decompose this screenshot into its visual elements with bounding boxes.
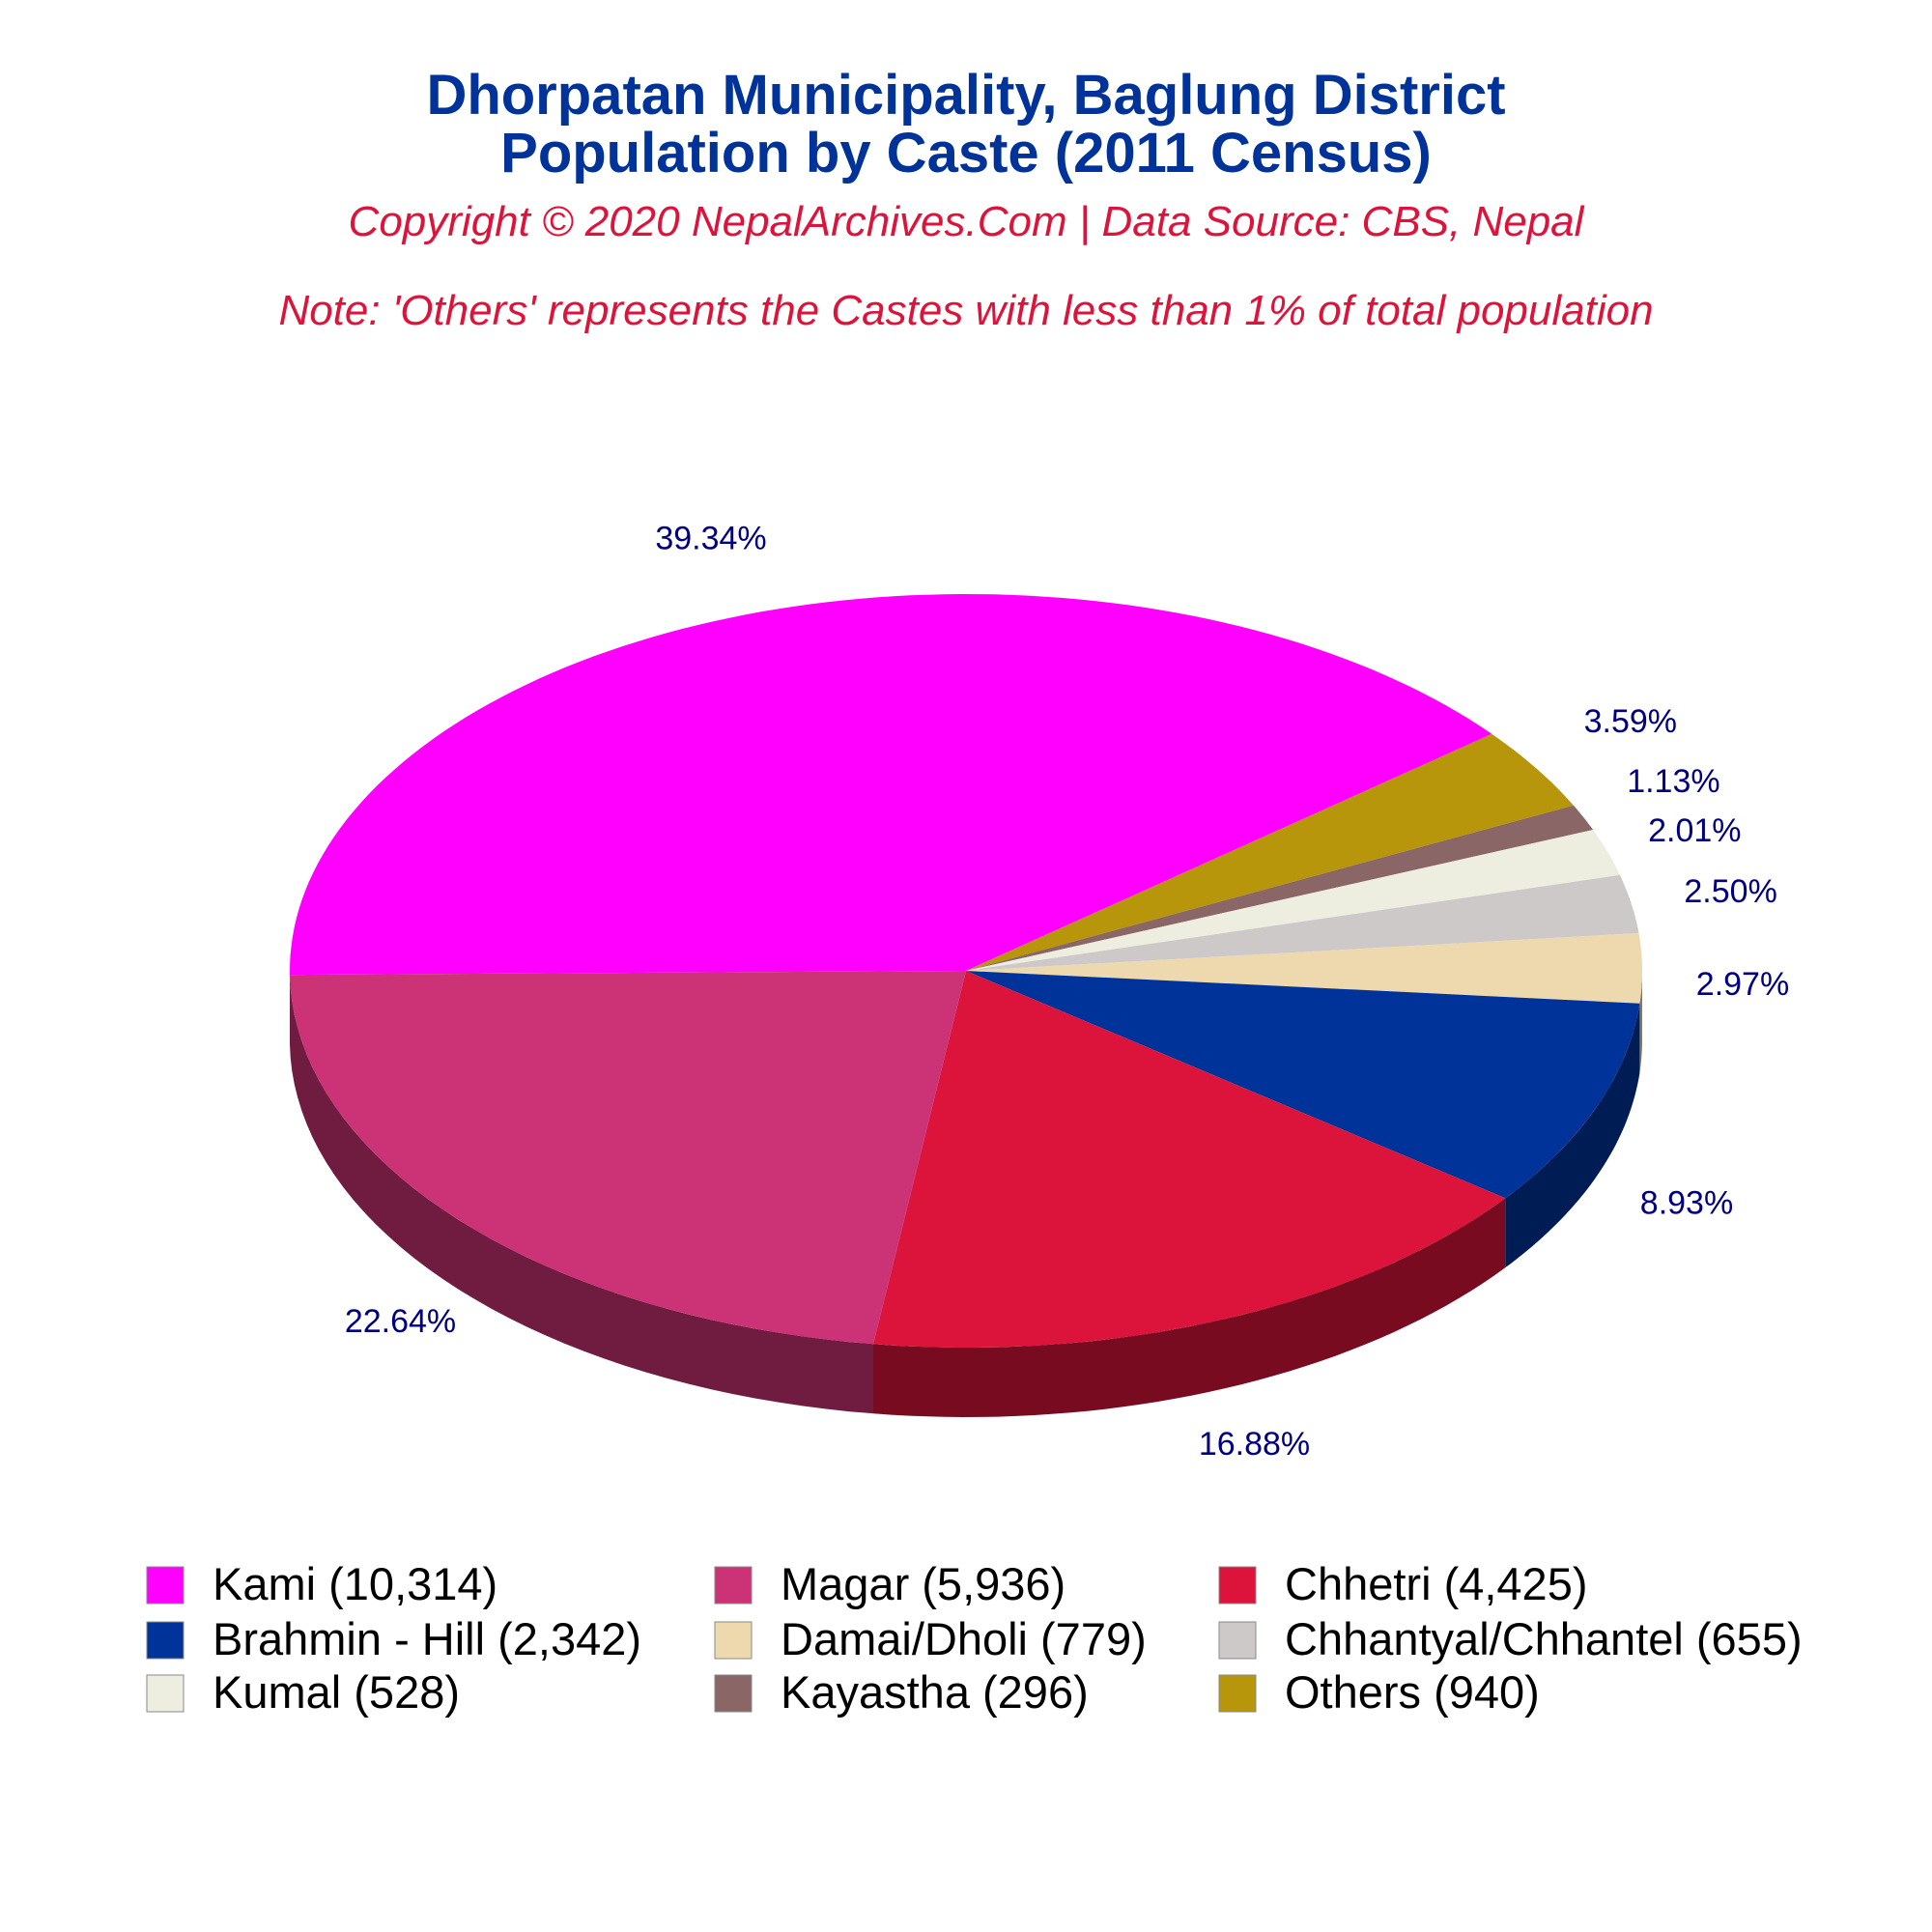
copyright-text: Copyright © 2020 NepalArchives.Com | Dat… — [349, 198, 1585, 245]
legend-label: Kami (10,314) — [213, 1558, 497, 1609]
percent-label-0: 39.34% — [655, 520, 766, 556]
legend: Kami (10,314) Magar (5,936) Chhetri (4,425… — [146, 1558, 1803, 1718]
slice-3 — [966, 830, 1620, 971]
legend-label: Kayastha (296) — [781, 1666, 1089, 1718]
legend-swatch — [146, 1621, 185, 1660]
legend-label: Chhantyal/Chhantel (655) — [1285, 1613, 1803, 1664]
legend-item: Kayastha (296) — [714, 1666, 1089, 1718]
legend-item: Brahmin - Hill (2,342) — [146, 1613, 641, 1664]
legend-swatch — [1218, 1566, 1257, 1605]
legend-item: Chhetri (4,425) — [1218, 1558, 1588, 1609]
legend-item: Magar (5,936) — [714, 1558, 1065, 1609]
percent-label-4: 2.50% — [1684, 873, 1776, 910]
slice-side-7 — [873, 1198, 1506, 1417]
slice-side-8 — [290, 975, 873, 1414]
legend-item: Damai/Dholi (779) — [714, 1613, 1147, 1664]
percent-label-3: 2.01% — [1648, 812, 1741, 849]
legend-swatch — [1218, 1674, 1257, 1713]
legend-swatch — [714, 1566, 753, 1605]
slice-2 — [966, 805, 1594, 971]
legend-swatch — [714, 1674, 753, 1713]
percent-label-1: 3.59% — [1584, 703, 1677, 740]
slice-5 — [966, 933, 1642, 1004]
legend-swatch — [146, 1566, 185, 1605]
percent-label-5: 2.97% — [1696, 966, 1789, 1003]
slice-1 — [966, 733, 1574, 971]
percent-label-7: 16.88% — [1199, 1426, 1310, 1463]
legend-label: Magar (5,936) — [781, 1558, 1065, 1609]
slice-side-5 — [1639, 971, 1642, 1073]
note-text: Note: 'Others' represents the Castes wit… — [278, 287, 1653, 334]
legend-swatch — [714, 1621, 753, 1660]
pie-percent-labels: 39.34% 3.59% 1.13% 2.01% 2.50% 2.97% 8.93% 16.8… — [345, 520, 1789, 1463]
legend-item: Others (940) — [1218, 1666, 1540, 1718]
percent-label-2: 1.13% — [1627, 763, 1719, 800]
legend-label: Kumal (528) — [213, 1666, 460, 1718]
slice-8 — [290, 971, 966, 1345]
chart-title-line1: Dhorpatan Municipality, Baglung District — [426, 64, 1505, 127]
legend-label: Others (940) — [1285, 1666, 1540, 1718]
legend-label: Chhetri (4,425) — [1285, 1558, 1588, 1609]
slice-side-6 — [1505, 1003, 1640, 1268]
slice-6 — [966, 971, 1640, 1199]
chart-title-line2: Population by Caste (2011 Census) — [500, 122, 1432, 185]
legend-item: Kami (10,314) — [146, 1558, 497, 1609]
percent-label-6: 8.93% — [1640, 1185, 1733, 1222]
legend-item: Kumal (528) — [146, 1666, 460, 1718]
legend-label: Damai/Dholi (779) — [781, 1613, 1147, 1664]
pie-3d-sides — [290, 971, 1642, 1417]
legend-swatch — [1218, 1621, 1257, 1660]
legend-label: Brahmin - Hill (2,342) — [213, 1613, 641, 1664]
slice-7 — [873, 971, 1506, 1348]
pie-slices — [290, 594, 1642, 1348]
slice-0 — [290, 594, 1492, 976]
legend-item: Chhantyal/Chhantel (655) — [1218, 1613, 1803, 1664]
percent-label-8: 22.64% — [345, 1303, 456, 1340]
legend-swatch — [146, 1674, 185, 1713]
slice-4 — [966, 874, 1639, 971]
